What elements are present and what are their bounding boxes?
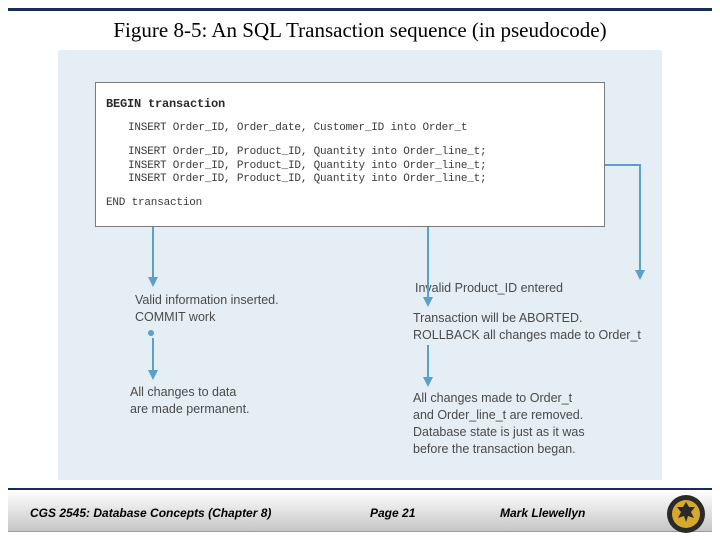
label-removed: All changes made to Order_t and Order_li…	[413, 390, 585, 458]
code-insert-2: INSERT Order_ID, Product_ID, Quantity in…	[106, 146, 594, 160]
label-removed-l3: Database state is just as it was	[413, 424, 585, 441]
label-permanent-l2: are made permanent.	[130, 401, 250, 418]
arrow-right-1	[420, 227, 440, 307]
code-end: END transaction	[106, 197, 594, 211]
dot-separator	[148, 330, 154, 336]
label-abort-l1: Transaction will be ABORTED.	[413, 310, 641, 327]
footer-left: CGS 2545: Database Concepts (Chapter 8)	[30, 506, 271, 520]
code-insert-4: INSERT Order_ID, Product_ID, Quantity in…	[106, 173, 594, 187]
code-insert-1: INSERT Order_ID, Order_date, Customer_ID…	[106, 122, 594, 136]
ucf-logo-icon	[666, 494, 706, 534]
label-permanent: All changes to data are made permanent.	[130, 384, 250, 418]
code-insert-3: INSERT Order_ID, Product_ID, Quantity in…	[106, 160, 594, 174]
connector-right	[605, 160, 655, 280]
label-abort: Transaction will be ABORTED. ROLLBACK al…	[413, 310, 641, 344]
arrow-right-2	[420, 345, 440, 387]
label-removed-l1: All changes made to Order_t	[413, 390, 585, 407]
footer-author: Mark Llewellyn	[500, 506, 585, 520]
pseudocode-box: BEGIN transaction INSERT Order_ID, Order…	[95, 82, 605, 227]
label-commit: Valid information inserted. COMMIT work	[135, 292, 279, 326]
label-removed-l4: before the transaction began.	[413, 441, 585, 458]
code-begin: BEGIN transaction	[106, 97, 594, 112]
arrow-left-2	[145, 338, 165, 380]
label-removed-l2: and Order_line_t are removed.	[413, 407, 585, 424]
label-abort-l2: ROLLBACK all changes made to Order_t	[413, 327, 641, 344]
label-commit-l1: Valid information inserted.	[135, 292, 279, 309]
label-commit-l2: COMMIT work	[135, 309, 279, 326]
footer-page: Page 21	[370, 506, 415, 520]
top-rule	[8, 8, 712, 11]
arrow-left-1	[145, 227, 165, 287]
figure-title: Figure 8-5: An SQL Transaction sequence …	[0, 18, 720, 43]
label-permanent-l1: All changes to data	[130, 384, 250, 401]
